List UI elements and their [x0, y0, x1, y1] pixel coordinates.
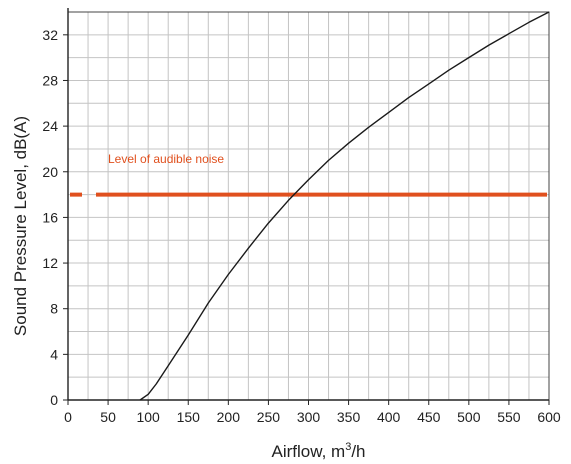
x-tick-label: 150	[177, 409, 201, 425]
y-axis-title: Sound Pressure Level, dB(A)	[11, 116, 30, 336]
x-tick-label: 350	[337, 409, 361, 425]
sound-level-curve	[139, 11, 550, 401]
x-axis-title-sup: 3	[345, 441, 351, 453]
x-axis-title-tail: /h	[351, 442, 365, 461]
grid	[68, 11, 549, 400]
x-tick-label: 200	[217, 409, 241, 425]
x-tick-label: 50	[100, 409, 116, 425]
x-axis-title-main: Airflow, m	[272, 442, 346, 461]
x-tick-label: 550	[497, 409, 521, 425]
y-tick-label: 24	[42, 118, 58, 134]
x-tick-label: 500	[457, 409, 481, 425]
y-tick-label: 20	[42, 164, 58, 180]
series-group	[139, 11, 550, 401]
axes	[63, 8, 550, 405]
x-tick-label: 0	[64, 409, 72, 425]
x-tick-label: 600	[537, 409, 561, 425]
x-tick-label: 450	[417, 409, 441, 425]
y-tick-label: 4	[50, 346, 58, 362]
x-tick-label: 100	[136, 409, 160, 425]
reference-line-label: Level of audible noise	[108, 152, 224, 166]
y-tick-label: 32	[42, 27, 58, 43]
x-axis-title: Airflow, m3/h	[272, 441, 366, 461]
y-tick-label: 16	[42, 209, 58, 225]
y-tick-label: 8	[50, 301, 58, 317]
y-tick-label: 12	[42, 255, 58, 271]
tick-labels: 0 50 100 150 200 250 300 350 400 450 500 550 600 0 4 8 1…	[42, 27, 560, 425]
x-tick-label: 250	[257, 409, 281, 425]
x-tick-label: 400	[377, 409, 401, 425]
x-tick-label: 300	[297, 409, 321, 425]
y-tick-label: 28	[42, 72, 58, 88]
y-tick-label: 0	[50, 392, 58, 408]
